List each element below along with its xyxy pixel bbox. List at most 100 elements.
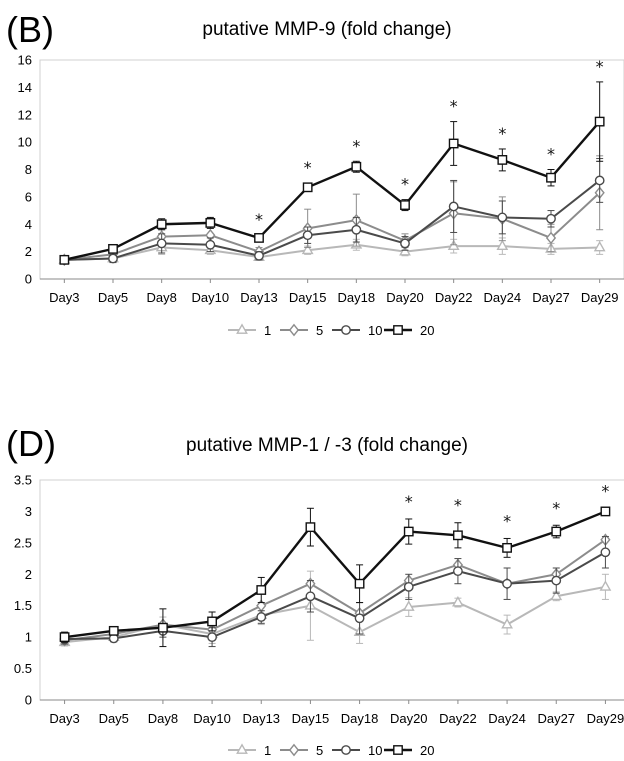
data-point (594, 175, 605, 186)
data-point (600, 506, 611, 517)
data-point (551, 526, 562, 537)
y-tick-label: 0 (25, 693, 32, 708)
x-tick-label: Day24 (488, 711, 526, 726)
legend-label: 20 (420, 743, 434, 758)
significance-marker: * (552, 498, 560, 517)
data-point (254, 250, 264, 261)
significance-marker: * (596, 57, 604, 76)
series-line-10 (64, 551, 606, 641)
panel-label: (D) (6, 423, 56, 464)
legend-marker (393, 325, 403, 335)
legend-label: 20 (420, 323, 434, 338)
data-point (207, 632, 217, 643)
x-tick-label: Day13 (242, 711, 280, 726)
data-point (453, 566, 463, 577)
y-tick-label: 1 (25, 630, 32, 645)
series-line-5 (64, 192, 601, 261)
x-tick-label: Day8 (148, 711, 178, 726)
series-line-10 (64, 179, 601, 261)
y-tick-label: 14 (18, 80, 32, 95)
significance-marker: * (498, 124, 506, 143)
x-tick-label: Day29 (581, 290, 619, 305)
significance-marker: * (601, 481, 609, 500)
data-point (546, 213, 556, 224)
data-point (351, 161, 362, 172)
data-point (453, 530, 463, 541)
chart-svg: 0 0.5 1 1.5 2 2.5 3 3.5 Day3 Day5 Day8 Day10 Day13 Da… (14, 473, 624, 758)
y-tick-label: 6 (25, 189, 32, 204)
data-point (594, 116, 605, 127)
y-tick-label: 2.5 (14, 535, 32, 550)
data-point (403, 581, 414, 592)
data-point (502, 578, 512, 589)
significance-marker: * (255, 210, 263, 229)
y-tick-label: 0.5 (14, 661, 32, 676)
data-point (497, 212, 508, 223)
data-point (600, 547, 611, 558)
data-point (452, 595, 464, 607)
y-tick-label: 8 (25, 162, 32, 177)
significance-marker: * (454, 496, 462, 515)
x-tick-label: Day3 (49, 711, 79, 726)
y-tick-label: 12 (18, 107, 32, 122)
data-point (305, 591, 316, 602)
x-tick-label: Day22 (435, 290, 473, 305)
y-tick-label: 2 (25, 567, 32, 582)
data-point (448, 201, 459, 212)
data-point (108, 625, 119, 636)
significance-marker: * (450, 97, 458, 116)
series-line-20 (64, 120, 601, 262)
legend-marker (236, 323, 248, 334)
significance-marker: * (547, 145, 555, 164)
y-tick-label: 3 (25, 504, 32, 519)
plot-frame (39, 479, 624, 701)
data-point (301, 243, 314, 255)
legend-label: 10 (368, 323, 382, 338)
y-tick-label: 0 (25, 272, 32, 287)
data-point (400, 200, 410, 210)
data-point (305, 522, 316, 533)
x-tick-label: Day24 (484, 290, 522, 305)
y-tick-label: 3.5 (14, 473, 32, 488)
series-line-1 (64, 243, 600, 261)
y-tick-label: 4 (25, 217, 32, 232)
x-tick-label: Day20 (386, 290, 424, 305)
data-point (205, 217, 216, 228)
data-point (254, 233, 264, 243)
x-tick-label: Day13 (240, 290, 278, 305)
data-point (403, 526, 414, 537)
data-point (302, 182, 313, 193)
significance-marker: * (352, 136, 360, 155)
legend-marker (393, 745, 403, 755)
data-point (593, 240, 606, 252)
data-point (302, 230, 313, 241)
data-point (501, 617, 513, 629)
data-point (158, 622, 168, 633)
data-point (496, 239, 509, 251)
legend-marker (341, 325, 351, 335)
data-point (550, 589, 563, 601)
x-tick-label: Day8 (146, 290, 176, 305)
data-point (207, 616, 217, 627)
legend-marker (341, 745, 351, 755)
significance-marker: * (401, 175, 409, 194)
data-point (402, 600, 415, 611)
data-point (108, 243, 118, 254)
legend-label: 1 (264, 743, 271, 758)
x-tick-label: Day22 (439, 711, 477, 726)
y-tick-label: 2 (25, 244, 32, 259)
y-tick-label: 1.5 (14, 598, 32, 613)
legend-label: 5 (316, 323, 323, 338)
data-point (354, 613, 365, 624)
data-point (59, 254, 70, 265)
data-point (502, 542, 512, 553)
data-point (599, 580, 612, 591)
chart-panel-b: (B) putative MMP-9 (fold change) 0 2 4 6 8 10… (0, 0, 624, 380)
x-tick-label: Day3 (49, 290, 79, 305)
data-point (59, 632, 70, 643)
x-tick-label: Day5 (98, 290, 128, 305)
x-tick-label: Day18 (338, 290, 376, 305)
x-tick-label: Day18 (341, 711, 379, 726)
data-point (400, 238, 410, 249)
x-tick-label: Day10 (193, 711, 231, 726)
